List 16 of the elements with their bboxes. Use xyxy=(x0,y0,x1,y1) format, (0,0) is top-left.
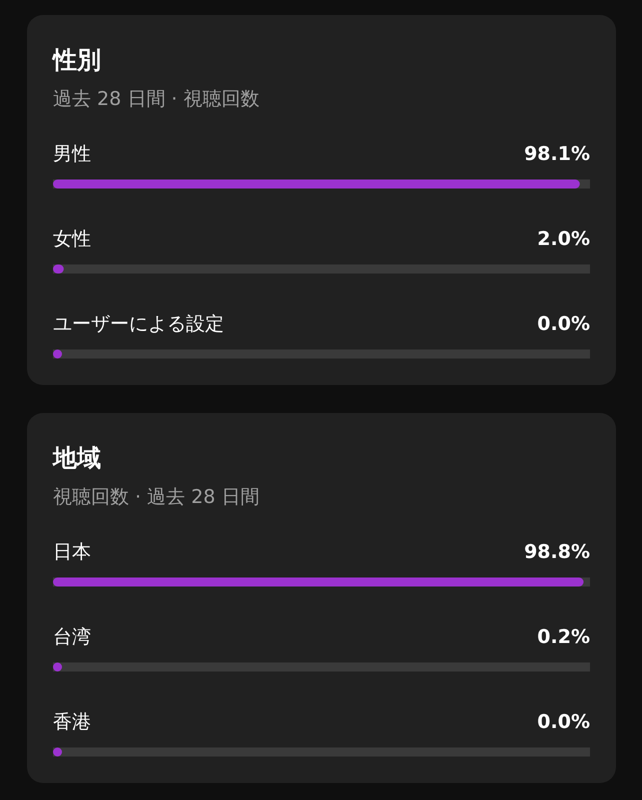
chart-title: 性別 xyxy=(51,46,101,74)
data-label: 98.8% xyxy=(524,541,590,563)
data-label: 0.0% xyxy=(537,711,590,733)
chart-subtitle: 過去 28 日間 · 視聴回数 xyxy=(53,88,260,110)
chart-subtitle: 視聴回数 · 過去 28 日間 xyxy=(53,486,260,508)
y-tick-label: 女性 xyxy=(53,228,91,250)
chart-title: 地域 xyxy=(52,444,101,472)
y-tick-label: 香港 xyxy=(53,711,91,733)
y-tick-label: 日本 xyxy=(53,541,91,563)
y-tick-label: 男性 xyxy=(53,143,91,165)
y-tick-label: ユーザーによる設定 xyxy=(53,313,224,335)
data-label: 0.2% xyxy=(537,626,590,648)
data-label: 0.0% xyxy=(537,313,590,335)
y-tick-label: 台湾 xyxy=(53,626,91,648)
data-label: 2.0% xyxy=(537,228,590,250)
data-label: 98.1% xyxy=(524,143,590,165)
